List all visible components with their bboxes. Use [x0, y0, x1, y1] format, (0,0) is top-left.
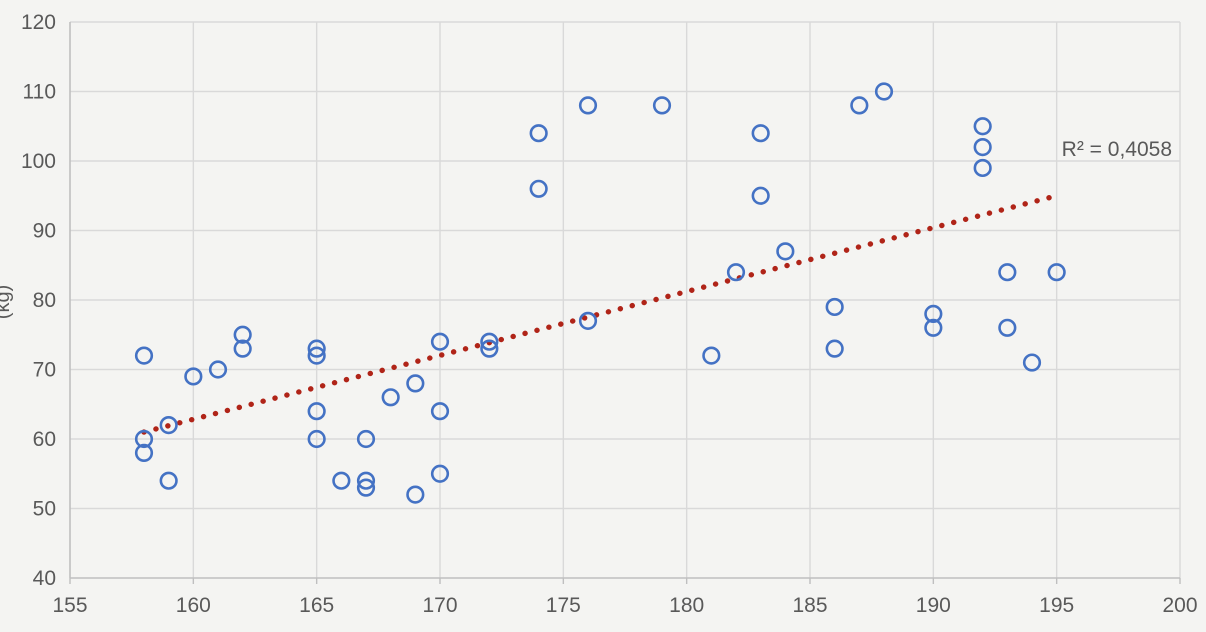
data-point	[578, 96, 598, 115]
data-point	[480, 332, 499, 351]
y-tick-label-110: 110	[23, 81, 56, 104]
data-point	[134, 429, 154, 449]
data-points-group	[134, 82, 1066, 504]
data-point	[307, 339, 326, 358]
data-point	[480, 339, 499, 358]
data-point	[159, 471, 178, 490]
data-point	[430, 464, 450, 483]
data-point	[726, 263, 746, 282]
gridlines-group	[70, 21, 1181, 578]
data-point	[825, 339, 844, 358]
x-tick-label-165: 165	[299, 594, 334, 617]
data-point	[1022, 353, 1042, 372]
y-axis-title-clipped: (kg)	[0, 285, 14, 319]
data-point	[529, 124, 548, 143]
data-point	[998, 263, 1017, 282]
x-tick-label-180: 180	[669, 594, 704, 617]
axes-group	[69, 22, 1181, 584]
data-point	[529, 179, 548, 198]
data-point	[134, 346, 154, 365]
x-tick-label-185: 185	[792, 594, 827, 617]
data-point	[356, 471, 376, 490]
x-tick-label-155: 155	[52, 594, 87, 617]
x-tick-label-175: 175	[546, 594, 581, 617]
x-tick-label-200: 200	[1162, 594, 1197, 617]
x-tick-label-195: 195	[1039, 594, 1074, 617]
data-point	[973, 117, 992, 136]
data-point	[430, 332, 450, 351]
data-point	[406, 374, 425, 393]
data-point	[332, 471, 351, 490]
data-point	[751, 124, 770, 143]
data-point	[356, 478, 376, 497]
data-point	[652, 96, 672, 115]
data-point	[381, 388, 400, 407]
data-point	[998, 318, 1017, 337]
x-tick-label-170: 170	[422, 594, 457, 617]
y-tick-label-120: 120	[21, 11, 56, 34]
tick-labels-group: 40 50 60 70 80 90 100 110 120 155 160 165 170 175 180 1…	[21, 11, 1198, 617]
data-point	[134, 443, 154, 463]
data-point	[233, 339, 252, 358]
data-point	[973, 138, 992, 157]
data-point	[356, 429, 376, 449]
x-tick-label-190: 190	[916, 594, 951, 617]
y-tick-label-90: 90	[33, 220, 56, 243]
data-point	[159, 416, 178, 435]
data-point	[850, 96, 869, 115]
data-point	[825, 297, 844, 317]
y-tick-label-40: 40	[33, 567, 56, 590]
y-tick-label-70: 70	[33, 359, 56, 382]
data-point	[184, 367, 203, 386]
y-tick-label-50: 50	[33, 498, 56, 521]
y-tick-label-80: 80	[33, 289, 56, 312]
data-point	[1047, 263, 1066, 282]
data-point	[924, 318, 943, 337]
data-point	[406, 485, 425, 504]
data-point	[874, 82, 894, 101]
data-point	[307, 429, 326, 449]
data-point	[208, 360, 228, 379]
data-point	[578, 311, 598, 330]
data-point	[307, 346, 326, 365]
data-point	[430, 402, 450, 421]
trendline-group	[141, 193, 1060, 435]
data-point	[751, 186, 770, 205]
data-point	[702, 346, 721, 365]
x-tick-label-160: 160	[176, 594, 211, 617]
data-point	[233, 325, 252, 344]
trendline-dotted	[141, 193, 1060, 435]
r-squared-annotation: R² = 0,4058	[1062, 138, 1172, 161]
data-point	[924, 304, 943, 324]
y-tick-label-100: 100	[21, 150, 56, 173]
data-point	[776, 242, 795, 261]
y-tick-label-60: 60	[33, 428, 56, 451]
data-point	[307, 402, 326, 421]
data-point	[973, 158, 992, 178]
